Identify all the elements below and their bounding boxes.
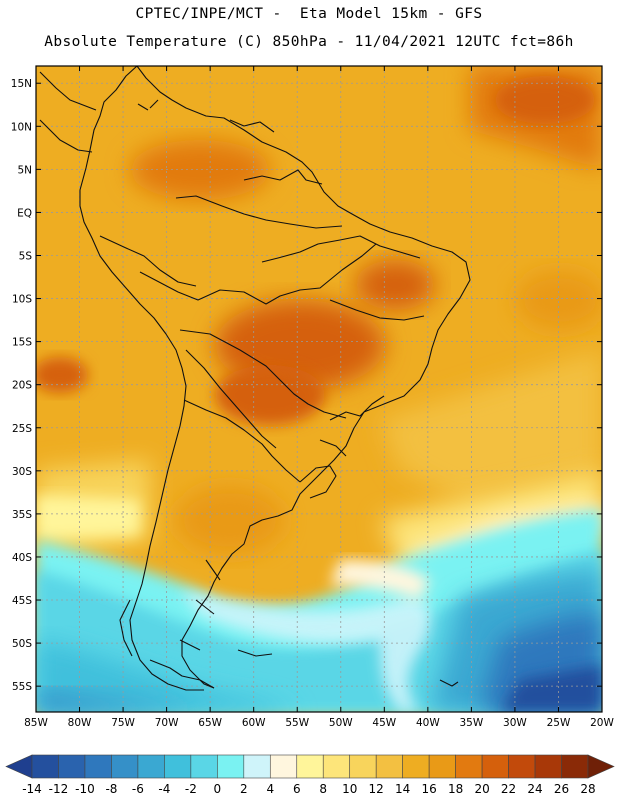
colorbar-label: -12 (49, 782, 69, 796)
lon-label: 30W (503, 717, 527, 729)
colorbar-swatch (164, 754, 192, 779)
lat-label: 55S (12, 681, 32, 693)
lon-label: 50W (329, 717, 353, 729)
colorbar-label: 4 (266, 782, 274, 796)
lon-label: 40W (416, 717, 440, 729)
colorbar-swatch (58, 754, 86, 779)
colorbar-label: 20 (474, 782, 489, 796)
colorbar-label: 18 (448, 782, 463, 796)
colorbar-swatch (561, 754, 589, 779)
colorbar-swatch (402, 754, 430, 779)
lat-label: 50S (12, 638, 32, 650)
colorbar-label: 28 (580, 782, 595, 796)
colorbar (5, 754, 615, 779)
lon-label: 85W (24, 717, 48, 729)
colorbar-label: -2 (185, 782, 197, 796)
colorbar-swatch (375, 754, 403, 779)
lat-label: 45S (12, 595, 32, 607)
colorbar-label: 26 (554, 782, 569, 796)
colorbar-label: 24 (527, 782, 542, 796)
colorbar-swatch (534, 754, 562, 779)
map-subtitle: Absolute Temperature (C) 850hPa - 11/04/… (44, 34, 574, 50)
lon-label: 45W (372, 717, 396, 729)
colorbar-swatch (243, 754, 271, 779)
lat-label: 25S (12, 423, 32, 435)
lat-label: 20S (12, 380, 32, 392)
lat-label: 5S (19, 250, 33, 262)
colorbar-swatch (349, 754, 377, 779)
lat-label: 35S (12, 509, 32, 521)
colorbar-arrow-low (5, 754, 33, 779)
colorbar-label: -8 (105, 782, 117, 796)
colorbar-swatch (481, 754, 509, 779)
colorbar-label: 6 (293, 782, 301, 796)
longitude-labels: 85W 80W 75W 70W 65W 60W 55W 50W 45W 40W 35W 30W 25W 2… (24, 66, 614, 729)
colorbar-swatch (84, 754, 112, 779)
lon-label: 20W (590, 717, 614, 729)
lat-label: 5N (17, 164, 32, 176)
lon-label: 65W (198, 717, 222, 729)
colorbar-swatch (296, 754, 324, 779)
colorbar-label: 16 (422, 782, 437, 796)
colorbar-label: -14 (22, 782, 42, 796)
colorbar-swatch (137, 754, 165, 779)
lon-label: 75W (111, 717, 135, 729)
lat-label: 15N (11, 78, 32, 90)
colorbar-label: 22 (501, 782, 516, 796)
colorbar-swatch (217, 754, 245, 779)
lat-label: 10N (11, 121, 32, 133)
lon-label: 70W (155, 717, 179, 729)
colorbar-label: -10 (75, 782, 95, 796)
lat-label: 15S (12, 337, 32, 349)
colorbar-swatch (190, 754, 218, 779)
colorbar-swatch (269, 754, 298, 779)
colorbar-label: 12 (369, 782, 384, 796)
lon-label: 35W (460, 717, 484, 729)
colorbar-label: -4 (158, 782, 170, 796)
lat-label: 40S (12, 552, 32, 564)
colorbar-label: 0 (214, 782, 222, 796)
colorbar-labels: -14 -12 -10 -8 -6 -4 -2 0 2 4 6 8 10 12 14 16 18 20 22 24 26… (22, 782, 595, 796)
colorbar-label: 8 (319, 782, 327, 796)
colorbar-swatch (111, 754, 139, 779)
colorbar-label: 10 (342, 782, 357, 796)
lat-label: 10S (12, 294, 32, 306)
lat-label: 30S (12, 466, 32, 478)
colorbar-swatch (322, 754, 351, 779)
colorbar-swatch (31, 754, 59, 779)
lon-label: 55W (285, 717, 309, 729)
colorbar-label: -6 (132, 782, 144, 796)
colorbar-swatch (455, 754, 483, 779)
lon-label: 25W (547, 717, 571, 729)
lat-label: EQ (17, 207, 32, 219)
lon-label: 80W (68, 717, 92, 729)
colorbar-arrow-high (587, 754, 615, 779)
colorbar-label: 2 (240, 782, 248, 796)
temperature-field (36, 66, 602, 712)
colorbar-swatch (508, 754, 536, 779)
latitude-labels: 15N 10N 5N EQ 5S 10S 15S 20S 25S 30S 35S 40S 45S 50S 5… (11, 78, 602, 693)
lon-label: 60W (242, 717, 266, 729)
coastlines (39, 66, 471, 691)
colorbar-label: 14 (395, 782, 410, 796)
lat-lon-grid (35, 66, 603, 712)
map-title: CPTEC/INPE/MCT - Eta Model 15km - GFS (135, 6, 483, 22)
plot-frame (35, 65, 603, 713)
colorbar-swatch (428, 754, 456, 779)
